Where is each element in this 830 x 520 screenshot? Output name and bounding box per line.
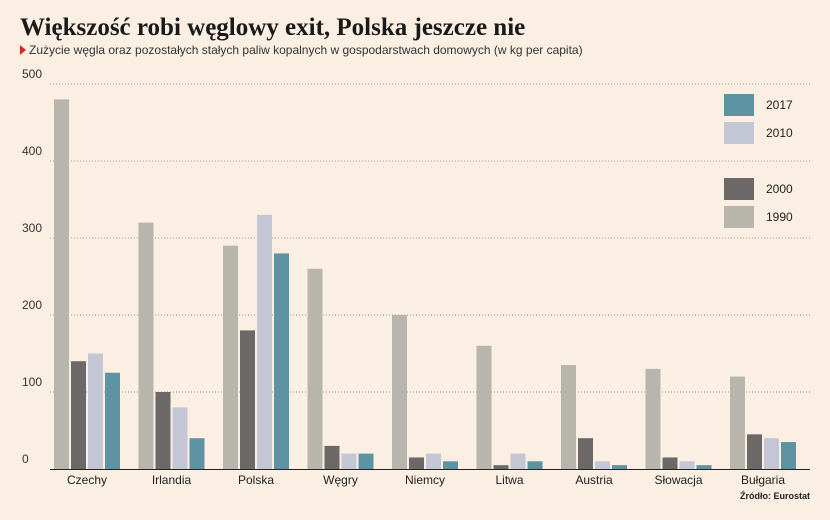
subtitle-text: Zużycie węgla oraz pozostałych stałych p…	[29, 43, 583, 57]
bar-1990	[307, 268, 323, 469]
legend-label-2000: 2000	[766, 182, 793, 196]
bar-2017	[527, 461, 543, 469]
legend-item-2010: 2010	[724, 122, 830, 146]
bar-group-7	[645, 368, 712, 469]
legend-swatch-2010	[724, 122, 754, 144]
bar-group-2	[223, 214, 289, 469]
y-tick-label: 300	[22, 221, 42, 235]
bar-2000	[409, 457, 424, 469]
x-tick-label: Litwa	[495, 473, 523, 487]
y-tick-label: 200	[22, 298, 42, 312]
bar-2000	[662, 457, 678, 469]
bar-2017	[696, 465, 712, 469]
bar-2010	[341, 453, 357, 469]
bar-2010	[510, 453, 526, 469]
bar-2010	[88, 353, 103, 469]
y-tick-label: 0	[22, 452, 29, 466]
bar-2000	[324, 445, 340, 469]
bar-2017	[443, 461, 458, 469]
bar-2017	[612, 465, 627, 469]
bar-group-5	[476, 345, 543, 469]
bar-2017	[781, 442, 796, 469]
bar-2010	[764, 438, 779, 469]
bar-2000	[578, 438, 593, 469]
legend-swatch-1990	[724, 206, 754, 228]
bar-1990	[645, 368, 661, 469]
x-tick-label: Czechy	[67, 473, 107, 487]
bar-2017	[274, 253, 289, 469]
bar-group-8	[730, 376, 796, 469]
bar-group-6	[561, 365, 627, 469]
legend-swatch-2000	[724, 178, 754, 200]
chart-subtitle: Zużycie węgla oraz pozostałych stałych p…	[20, 43, 583, 57]
x-tick-label: Polska	[238, 473, 274, 487]
bar-1990	[392, 315, 407, 469]
legend-item-1990: 1990	[724, 206, 830, 230]
bar-2010	[426, 453, 441, 469]
bar-1990	[476, 345, 492, 469]
bar-1990	[730, 376, 745, 469]
y-tick-label: 400	[22, 144, 42, 158]
x-tick-label: Węgry	[323, 473, 358, 487]
chart-title: Większość robi węglowy exit, Polska jesz…	[20, 14, 526, 41]
legend-item-2017: 2017	[724, 94, 830, 118]
legend-swatch-2017	[724, 94, 754, 116]
bar-group-3	[307, 268, 374, 469]
y-tick-label: 500	[22, 67, 42, 81]
x-tick-label: Irlandia	[152, 473, 192, 487]
legend-label-1990: 1990	[766, 210, 793, 224]
subtitle-marker-icon	[20, 45, 26, 55]
bar-group-1	[138, 222, 205, 469]
bar-1990	[223, 245, 238, 469]
x-tick-label: Austria	[575, 473, 613, 487]
legend-label-2017: 2017	[766, 98, 793, 112]
bar-group-4	[392, 315, 458, 469]
bar-2017	[105, 372, 120, 469]
bar-1990	[561, 365, 576, 469]
bar-2000	[240, 330, 255, 469]
x-tick-label: Słowacja	[654, 473, 702, 487]
bar-2010	[679, 461, 695, 469]
bar-2000	[71, 361, 86, 469]
bar-2017	[358, 453, 374, 469]
source-note: Źródło: Eurostat	[740, 491, 810, 501]
legend-item-2000: 2000	[724, 178, 830, 202]
bar-1990	[54, 99, 69, 470]
bar-2017	[189, 438, 205, 469]
bar-2010	[257, 214, 272, 469]
bar-1990	[138, 222, 154, 469]
bar-2000	[747, 434, 762, 469]
x-tick-label: Bułgaria	[741, 473, 785, 487]
bar-2010	[595, 461, 610, 469]
bar-2000	[155, 392, 171, 469]
bar-group-0	[54, 99, 120, 470]
y-tick-label: 100	[22, 375, 42, 389]
legend-label-2010: 2010	[766, 126, 793, 140]
bar-2000	[493, 465, 509, 469]
bar-2010	[172, 407, 188, 469]
x-tick-label: Niemcy	[405, 473, 445, 487]
